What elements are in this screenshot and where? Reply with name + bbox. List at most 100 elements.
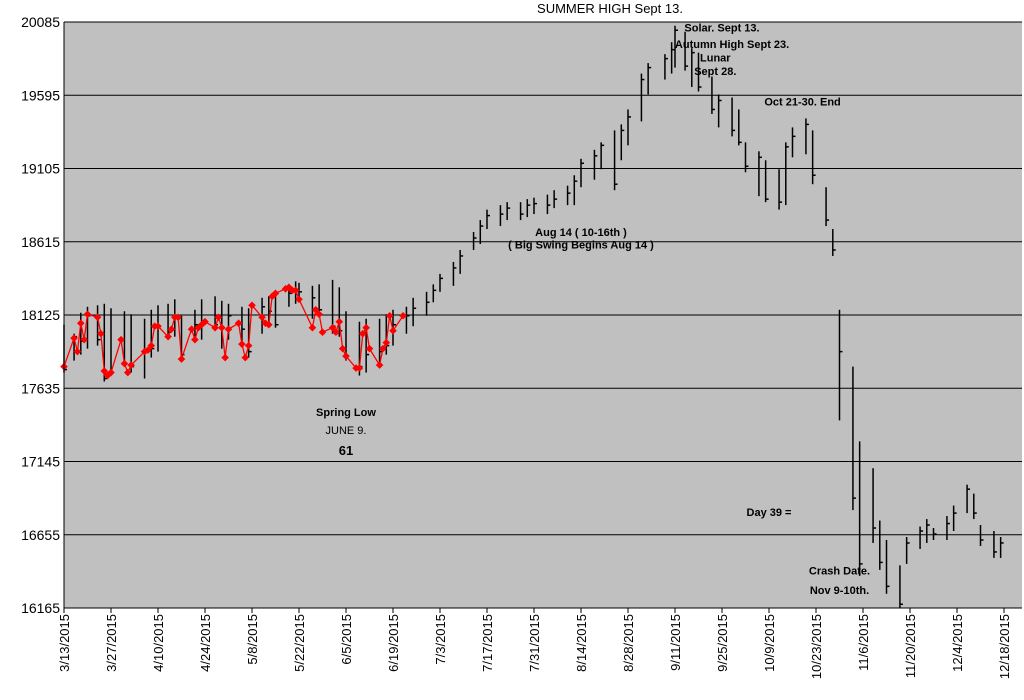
x-tick-label: 5/22/2015 — [292, 614, 307, 672]
overlay-point — [144, 346, 152, 354]
overlay-point — [221, 353, 229, 362]
price-bar — [412, 297, 417, 327]
annotation-aug14: Aug 14 ( 10-16th ) — [535, 227, 627, 239]
annotation-solar: Solar. Sept 13. — [684, 23, 759, 35]
price-bar — [96, 305, 101, 346]
price-bar — [439, 273, 443, 292]
price-bar — [852, 366, 856, 511]
y-tick-label: 20085 — [21, 14, 60, 30]
price-bar — [952, 505, 957, 532]
overlay-point — [399, 311, 407, 320]
overlay-point — [224, 325, 233, 334]
price-bar — [553, 190, 558, 209]
y-tick-label: 19105 — [21, 161, 60, 177]
x-tick-label: 12/4/2015 — [950, 614, 965, 672]
overlay-line — [63, 286, 404, 377]
x-tick-label: 9/25/2015 — [715, 614, 730, 672]
price-bar — [486, 209, 490, 230]
annotation-big-swing: ( Big Swing Begins Aug 14 ) — [508, 239, 654, 251]
price-bar — [919, 526, 924, 549]
x-tick-label: 3/13/2015 — [57, 614, 72, 672]
price-bar — [472, 232, 477, 250]
price-bar — [432, 284, 437, 303]
x-tick-label: 7/17/2015 — [480, 614, 495, 672]
overlay-point — [83, 310, 92, 319]
y-tick-label: 17145 — [21, 454, 60, 470]
price-bar — [526, 199, 531, 218]
annotation-sept28: Sept 28. — [694, 66, 736, 78]
overlay-point — [123, 368, 132, 377]
price-bar — [966, 484, 971, 514]
overlay-point — [154, 322, 162, 331]
x-tick-label: 12/18/2015 — [997, 614, 1012, 679]
x-tick-label: 9/11/2015 — [668, 614, 683, 671]
y-tick-label: 17635 — [21, 380, 60, 396]
price-bar — [311, 285, 316, 319]
overlay-point — [285, 283, 293, 292]
price-bar — [519, 202, 524, 221]
x-tick-label: 4/24/2015 — [198, 614, 213, 672]
x-tick-label: 10/23/2015 — [809, 614, 824, 679]
price-bar — [738, 109, 742, 146]
price-bar — [744, 142, 749, 173]
overlay-point — [70, 334, 78, 342]
price-bar — [499, 205, 504, 227]
overlay-point — [211, 323, 219, 332]
price-bar — [885, 539, 890, 594]
price-bar — [973, 493, 977, 520]
x-axis-ticks — [63, 608, 1005, 613]
annotation-june-9: JUNE 9. — [326, 425, 367, 437]
overlay-point — [268, 292, 276, 301]
overlay-point — [258, 313, 266, 322]
annotation-spring-low: Spring Low — [316, 407, 376, 419]
price-bar — [832, 229, 836, 256]
price-bar — [566, 185, 571, 206]
x-tick-label: 6/5/2015 — [339, 614, 354, 665]
overlay-point — [291, 286, 300, 295]
overlay-point — [177, 355, 186, 363]
price-bar — [717, 94, 722, 128]
overlay-point — [214, 313, 223, 322]
price-bar — [805, 118, 809, 155]
x-tick-label: 10/9/2015 — [762, 614, 777, 672]
overlay-point — [107, 368, 115, 377]
price-bar — [899, 565, 903, 608]
price-bar — [785, 142, 789, 206]
overlay-point — [147, 341, 156, 350]
x-tick-label: 11/6/2015 — [856, 614, 871, 671]
x-tick-label: 4/10/2015 — [151, 614, 166, 672]
y-tick-label: 18615 — [21, 234, 60, 250]
annotations: Spring Low JUNE 9. 61 Aug 14 ( 10-16th )( B… — [316, 23, 870, 597]
overlay-point — [338, 344, 347, 353]
price-bar — [613, 130, 618, 191]
price-bar — [905, 536, 910, 564]
overlay-point — [100, 367, 109, 375]
price-bar — [731, 97, 736, 137]
price-bar — [479, 220, 484, 244]
overlay-point — [318, 328, 327, 336]
price-bar — [425, 291, 430, 316]
overlay-point — [358, 329, 367, 338]
overlay-point — [389, 326, 397, 335]
overlay-point — [335, 317, 344, 326]
overlay-point — [187, 325, 196, 334]
y-tick-label: 16165 — [21, 600, 60, 616]
overlay-point — [120, 359, 129, 368]
overlay-point — [238, 340, 246, 348]
price-bar — [546, 194, 551, 215]
price-bar — [946, 516, 950, 540]
price-bar — [979, 525, 984, 546]
gridlines — [64, 21, 1022, 609]
price-bar — [932, 528, 937, 540]
annotation-day39: Day 39 = — [747, 507, 792, 519]
overlay-point — [97, 329, 105, 338]
x-axis-labels: 3/13/2015 3/27/2015 4/10/2015 4/24/2015 5/8/… — [57, 614, 1012, 679]
price-bars — [63, 25, 1004, 608]
overlay-point — [281, 285, 290, 293]
overlay-point — [311, 305, 320, 314]
price-bar — [533, 197, 537, 215]
overlay-point — [271, 289, 280, 298]
annotation-oct21: Oct 21-30. End — [764, 97, 840, 109]
annotation-autumn-high: Autumn High Sept 23. — [675, 39, 789, 51]
